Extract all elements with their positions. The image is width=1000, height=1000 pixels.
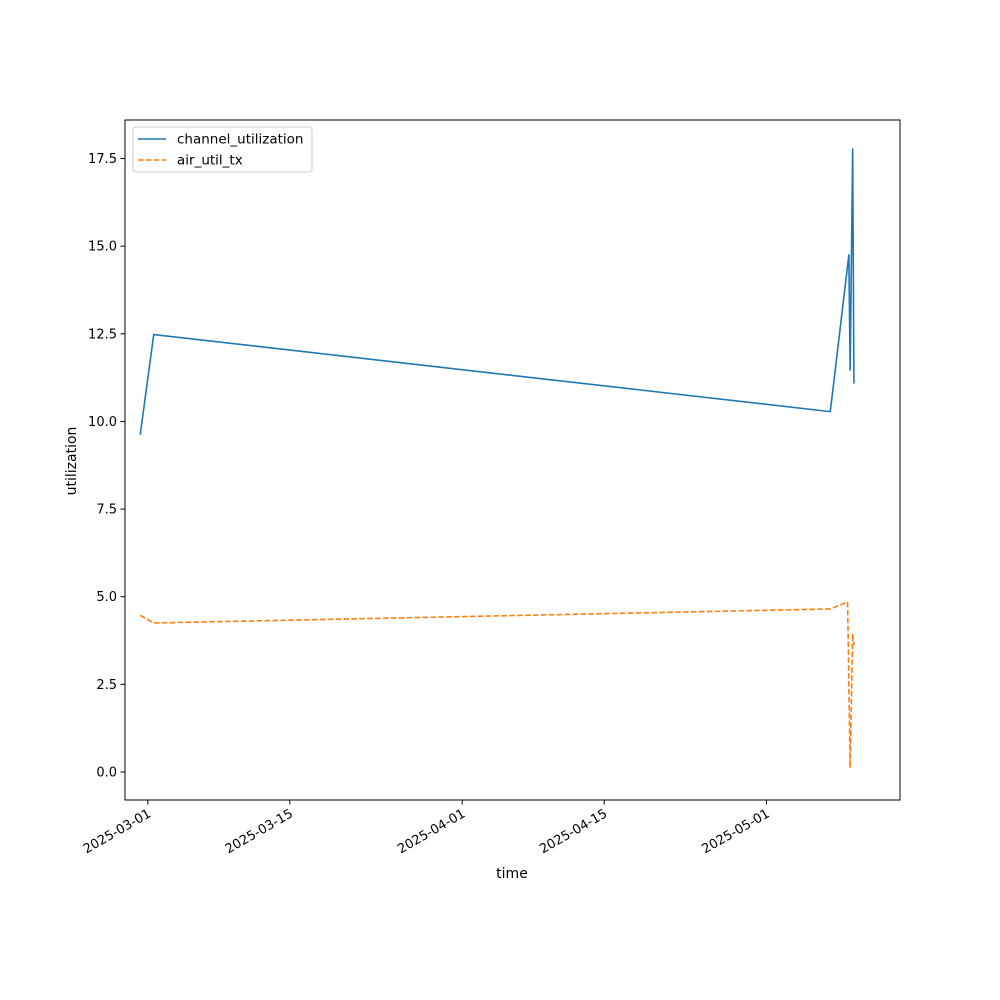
legend: channel_utilization air_util_tx [132, 126, 313, 173]
y-tick-label: 12.5 [88, 327, 117, 342]
series-line-channel-utilization [139, 148, 855, 435]
x-axis-label: time [496, 866, 528, 882]
y-tick-label: 10.0 [88, 415, 117, 430]
y-axis-label: utilization [64, 427, 80, 496]
y-tick-label: 17.5 [88, 152, 117, 167]
legend-label-air-util-tx: air_util_tx [177, 153, 243, 169]
y-tick-label: 15.0 [88, 240, 117, 255]
series-layer [139, 148, 855, 769]
y-axis: 0.0 2.5 5.0 7.5 10.0 12.5 15.0 17.5 [88, 152, 125, 780]
y-tick-label: 5.0 [96, 590, 117, 605]
y-tick-label: 0.0 [96, 765, 117, 780]
y-tick-label: 7.5 [96, 503, 117, 518]
legend-label-channel-utilization: channel_utilization [177, 132, 304, 148]
legend-box [132, 126, 313, 173]
y-tick-label: 2.5 [96, 678, 117, 693]
plot-frame [124, 119, 901, 801]
